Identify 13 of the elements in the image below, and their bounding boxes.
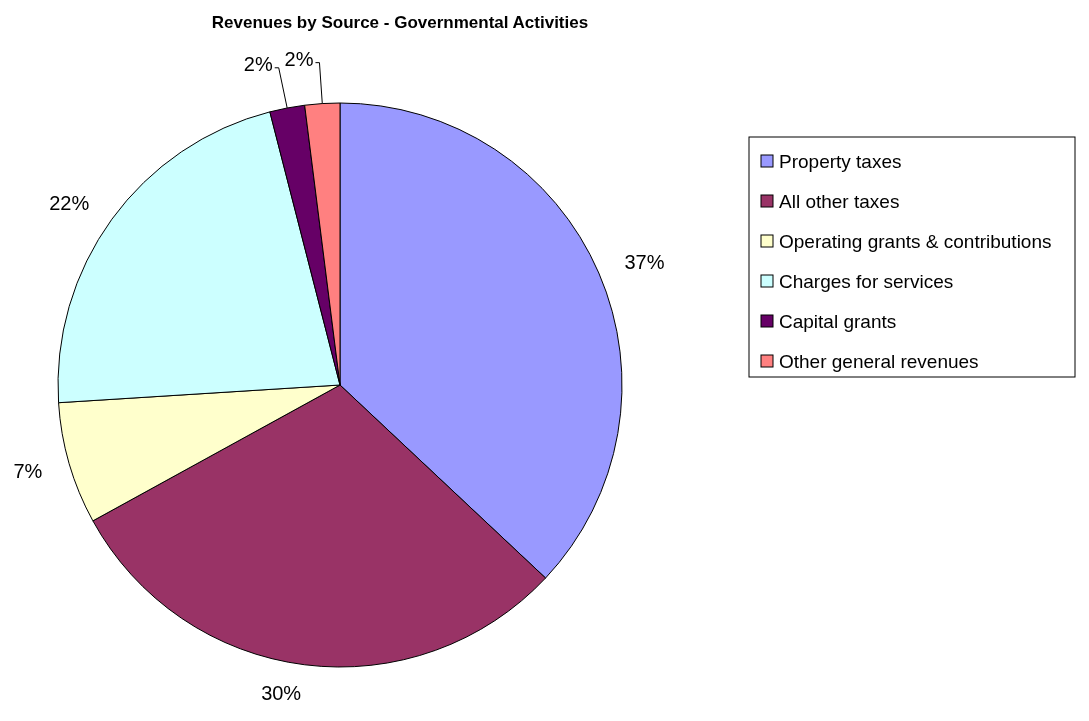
data-label: 2% — [243, 52, 273, 75]
legend-label: Property taxes — [779, 150, 902, 172]
data-label: 30% — [261, 681, 302, 704]
legend-label: Other general revenues — [779, 350, 979, 372]
legend-label: Operating grants & contributions — [779, 230, 1052, 252]
data-label: 22% — [49, 191, 90, 214]
chart-title: Revenues by Source - Governmental Activities — [211, 13, 589, 32]
legend-label: Charges for services — [779, 270, 954, 292]
legend-label: Capital grants — [779, 310, 897, 332]
legend-label: All other taxes — [779, 190, 900, 212]
data-label: 2% — [284, 47, 314, 70]
data-label: 37% — [624, 250, 665, 273]
data-label: 7% — [13, 460, 43, 483]
